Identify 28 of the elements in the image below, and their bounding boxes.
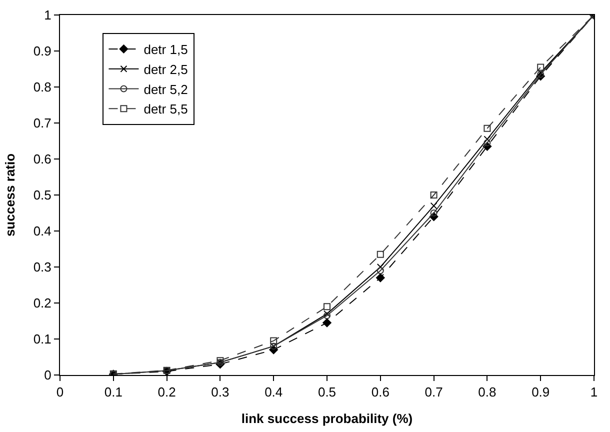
x-tick-label: 0.2 xyxy=(158,384,176,400)
y-tick-label: 0.3 xyxy=(33,260,52,275)
y-tick-label: 0.4 xyxy=(33,224,52,239)
y-tick-label: 0.8 xyxy=(33,80,52,95)
x-tick-label: 0.1 xyxy=(104,384,122,400)
y-axis-title: success ratio xyxy=(2,153,18,237)
legend-label: detr 1,5 xyxy=(144,42,188,58)
y-tick-label: 0.1 xyxy=(33,332,52,347)
y-tick-label: 0.6 xyxy=(33,152,52,167)
x-tick-label: 0.9 xyxy=(532,384,550,400)
y-tick-label: 0.9 xyxy=(33,44,52,59)
x-tick-label: 0.6 xyxy=(371,384,390,400)
legend-label: detr 2,5 xyxy=(144,62,188,77)
y-tick-label: 0 xyxy=(44,368,52,383)
legend-label: detr 5,2 xyxy=(144,82,188,97)
y-tick-label: 0.5 xyxy=(33,188,52,203)
y-tick-label: 0.2 xyxy=(33,296,52,311)
x-tick-label: 0.8 xyxy=(478,384,496,400)
x-tick-label: 1 xyxy=(590,384,598,400)
x-tick-label: 0.5 xyxy=(318,384,336,400)
y-tick-label: 0.7 xyxy=(33,116,52,131)
x-axis-title: link success probability (%) xyxy=(241,411,413,426)
x-tick-label: 0.3 xyxy=(211,384,230,400)
x-tick-label: 0.4 xyxy=(264,384,283,400)
x-tick-label: 0 xyxy=(56,384,64,400)
legend-label: detr 5,5 xyxy=(144,102,188,117)
y-tick-label: 1 xyxy=(44,8,52,23)
x-tick-label: 0.7 xyxy=(424,384,443,400)
